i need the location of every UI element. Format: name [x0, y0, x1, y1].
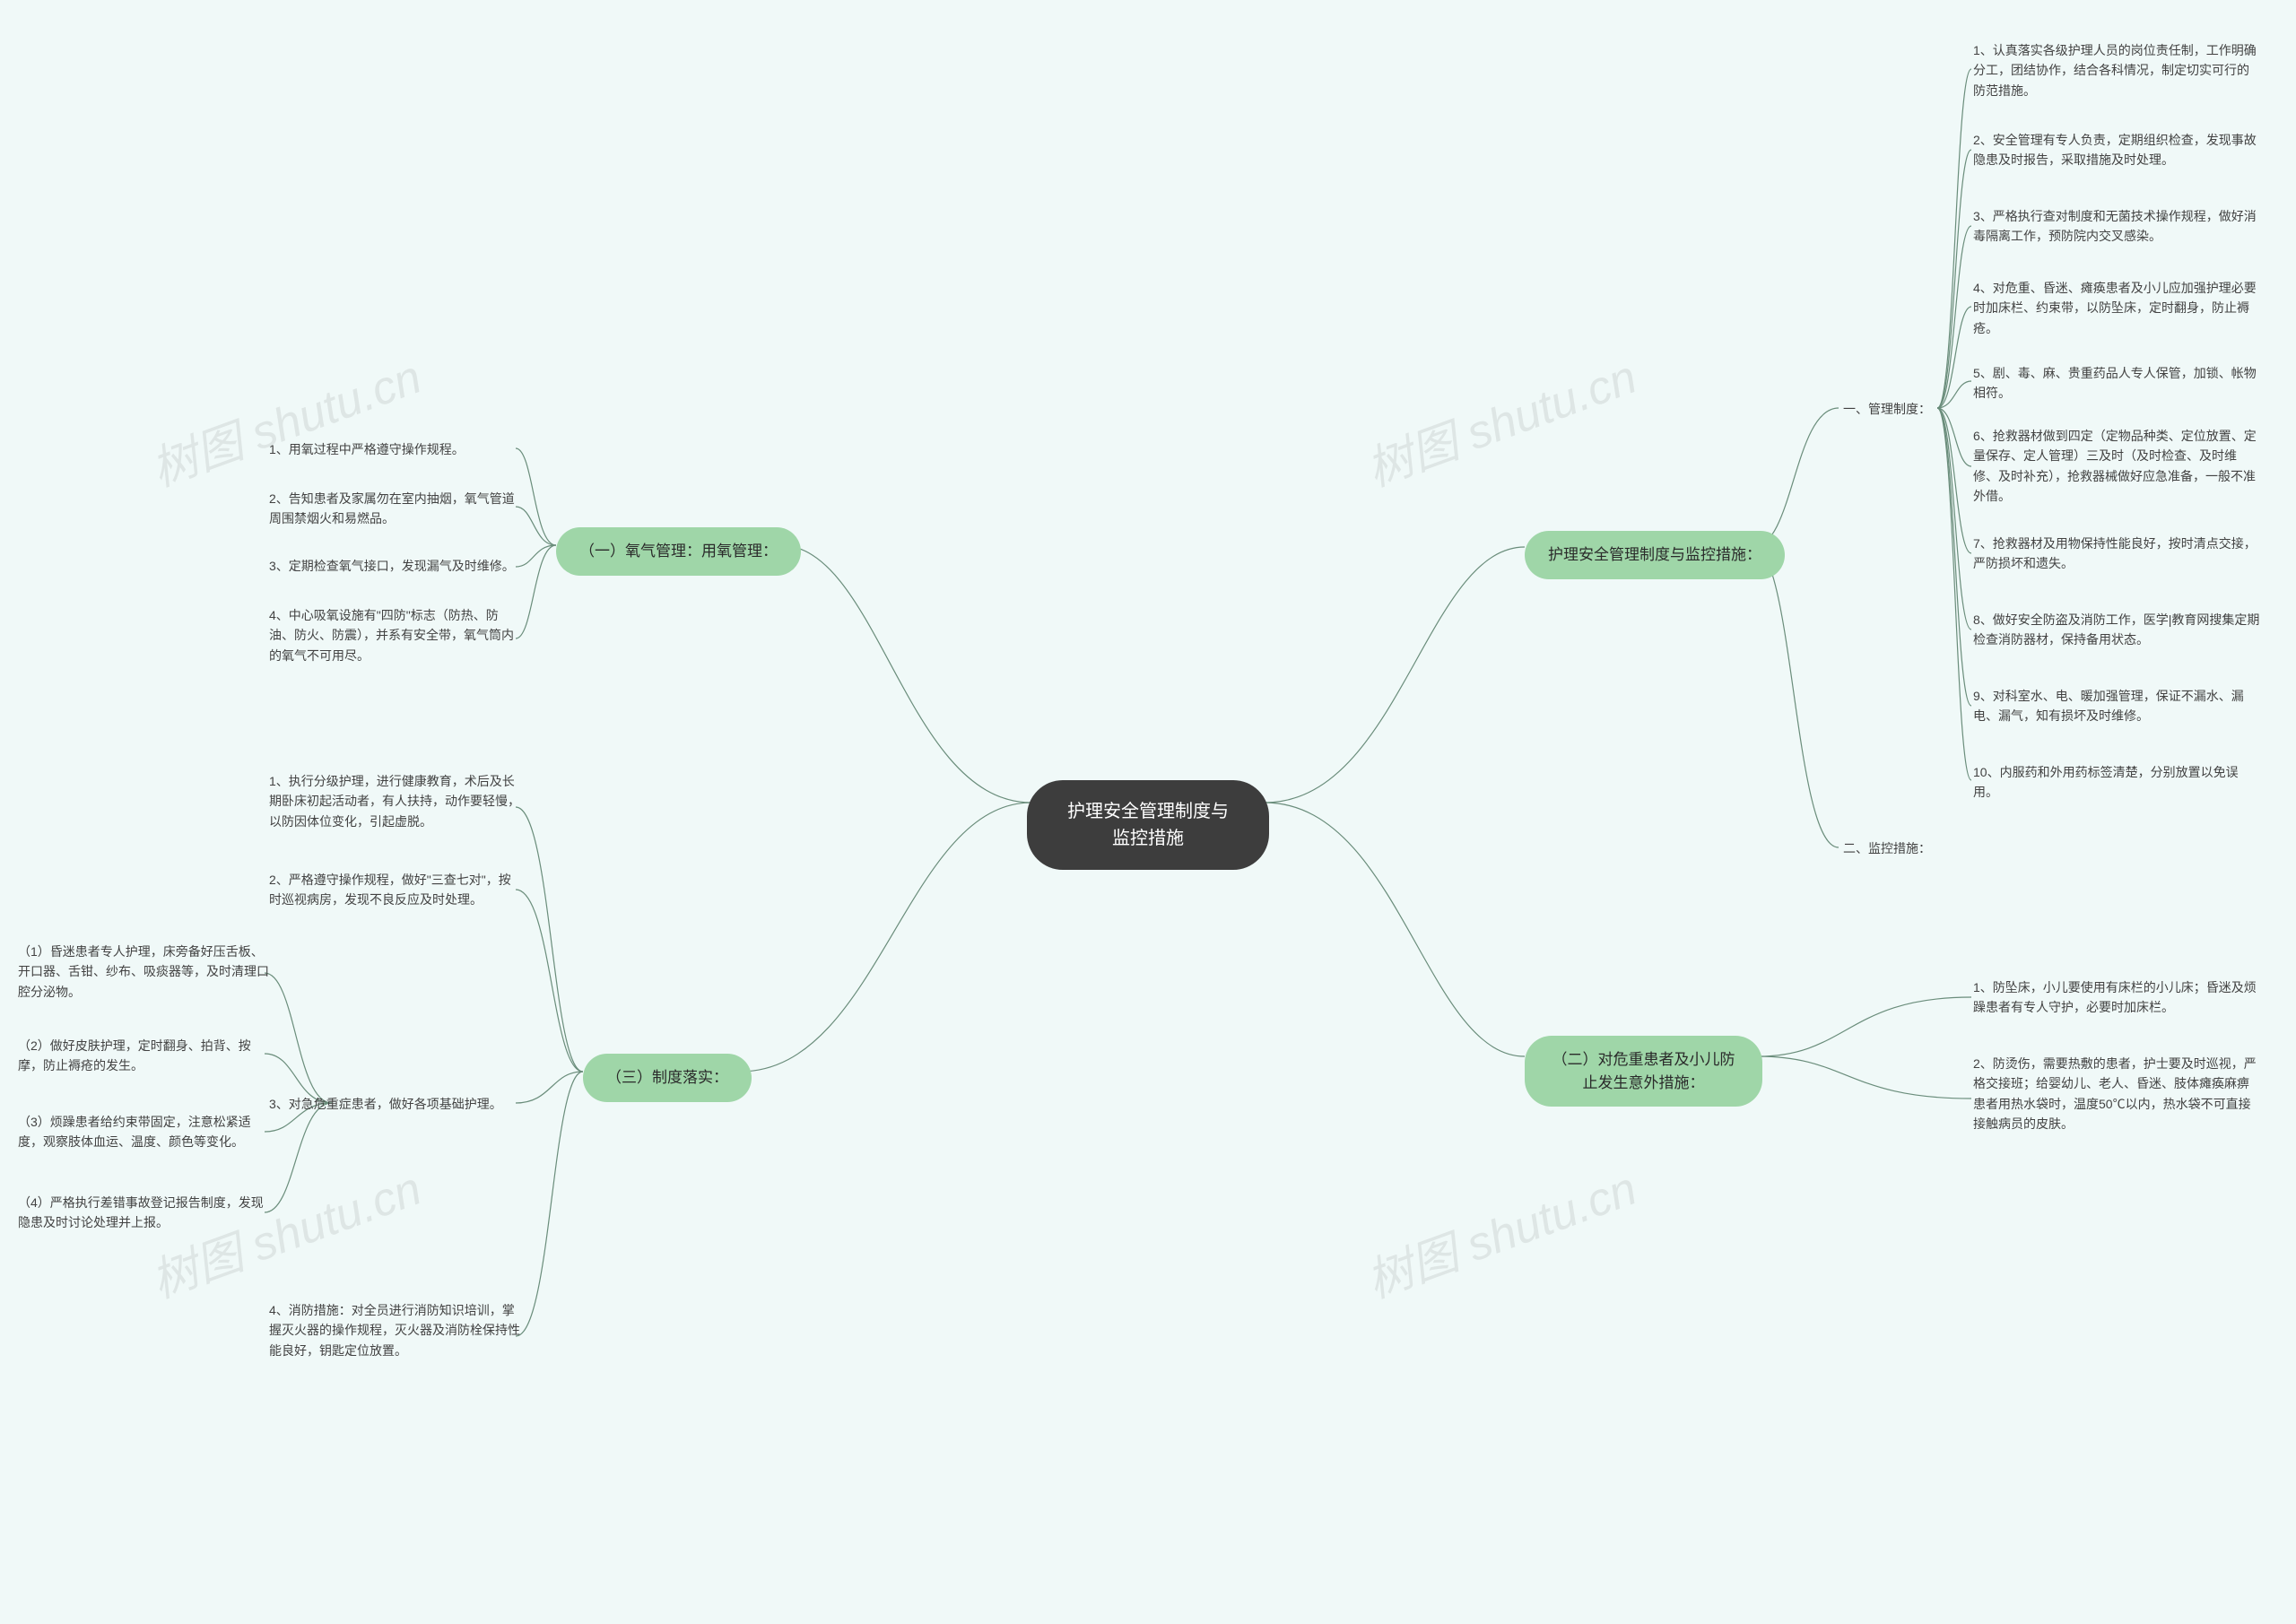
leaf-r2-2: 2、防烫伤，需要热敷的患者，护士要及时巡视，严格交接班；给婴幼儿、老人、昏迷、肢… — [1973, 1054, 2260, 1134]
leaf-l1-4: 4、中心吸氧设施有"四防"标志（防热、防油、防火、防震），并系有安全带，氧气筒内… — [269, 605, 520, 665]
leaf-l2-3-1: （1）昏迷患者专人护理，床旁备好压舌板、开口器、舌钳、纱布、吸痰器等，及时清理口… — [18, 942, 269, 1002]
leaf-r2-1: 1、防坠床，小儿要使用有床栏的小儿床；昏迷及烦躁患者有专人守护，必要时加床栏。 — [1973, 977, 2260, 1018]
leaf-r1-8: 8、做好安全防盗及消防工作，医学|教育网搜集定期检查消防器材，保持备用状态。 — [1973, 610, 2260, 650]
leaf-r1-1: 1、认真落实各级护理人员的岗位责任制，工作明确分工，团结协作，结合各科情况，制定… — [1973, 40, 2260, 100]
leaf-l1-3: 3、定期检查氧气接口，发现漏气及时维修。 — [269, 556, 515, 576]
leaf-l2-3-3: （3）烦躁患者给约束带固定，注意松紧适度，观察肢体血运、温度、颜色等变化。 — [18, 1112, 269, 1152]
leaf-text: 2、防烫伤，需要热敷的患者，护士要及时巡视，严格交接班；给婴幼儿、老人、昏迷、肢… — [1973, 1054, 2260, 1134]
leaf-text: 8、做好安全防盗及消防工作，医学|教育网搜集定期检查消防器材，保持备用状态。 — [1973, 610, 2260, 650]
mid-label-text: 一、管理制度： — [1843, 399, 1931, 419]
leaf-text: 3、定期检查氧气接口，发现漏气及时维修。 — [269, 556, 515, 576]
leaf-l2-3-4: （4）严格执行差错事故登记报告制度，发现隐患及时讨论处理并上报。 — [18, 1193, 269, 1233]
branch-label: 护理安全管理制度与监控措施： — [1548, 543, 1761, 567]
branch-right-1: 护理安全管理制度与监控措施： — [1525, 531, 1785, 579]
leaf-text: 6、抢救器材做到四定（定物品种类、定位放置、定量保存、定人管理）三及时（及时检查… — [1973, 426, 2260, 507]
mindmap-root: 护理安全管理制度与监控措施 — [1027, 780, 1269, 870]
branch-left-1: （一）氧气管理：用氧管理： — [556, 527, 801, 576]
leaf-r1-5: 5、剧、毒、麻、贵重药品人专人保管，加锁、帐物相符。 — [1973, 363, 2260, 404]
watermark: 树图 shutu.cn — [1356, 1151, 1645, 1310]
leaf-text: 2、严格遵守操作规程，做好"三查七对"，按时巡视病房，发现不良反应及时处理。 — [269, 870, 520, 910]
leaf-text: （4）严格执行差错事故登记报告制度，发现隐患及时讨论处理并上报。 — [18, 1193, 269, 1233]
leaf-l1-2: 2、告知患者及家属勿在室内抽烟，氧气管道周围禁烟火和易燃品。 — [269, 489, 520, 529]
leaf-text: 1、用氧过程中严格遵守操作规程。 — [269, 439, 465, 459]
leaf-text: 1、防坠床，小儿要使用有床栏的小儿床；昏迷及烦躁患者有专人守护，必要时加床栏。 — [1973, 977, 2260, 1018]
leaf-text: （3）烦躁患者给约束带固定，注意松紧适度，观察肢体血运、温度、颜色等变化。 — [18, 1112, 269, 1152]
branch-label: （二）对危重患者及小儿防止发生意外措施： — [1548, 1048, 1739, 1094]
leaf-r1-3: 3、严格执行查对制度和无菌技术操作规程，做好消毒隔离工作，预防院内交叉感染。 — [1973, 206, 2260, 247]
leaf-text: 1、执行分级护理，进行健康教育，术后及长期卧床初起活动者，有人扶持，动作要轻慢，… — [269, 771, 520, 831]
mid-label-text: 二、监控措施： — [1843, 838, 1931, 858]
leaf-l2-3: 3、对急危重症患者，做好各项基础护理。 — [269, 1094, 502, 1114]
leaf-text: 2、告知患者及家属勿在室内抽烟，氧气管道周围禁烟火和易燃品。 — [269, 489, 520, 529]
branch-left-2: （三）制度落实： — [583, 1054, 752, 1102]
leaf-l2-3-2: （2）做好皮肤护理，定时翻身、拍背、按摩，防止褥疮的发生。 — [18, 1036, 269, 1076]
leaf-r1-10: 10、内服药和外用药标签清楚，分别放置以免误用。 — [1973, 762, 2260, 803]
mid-label-mgmt: 一、管理制度： — [1843, 399, 1931, 419]
leaf-r1-9: 9、对科室水、电、暖加强管理，保证不漏水、漏电、漏气，知有损坏及时维修。 — [1973, 686, 2260, 726]
leaf-text: （1）昏迷患者专人护理，床旁备好压舌板、开口器、舌钳、纱布、吸痰器等，及时清理口… — [18, 942, 269, 1002]
leaf-text: 9、对科室水、电、暖加强管理，保证不漏水、漏电、漏气，知有损坏及时维修。 — [1973, 686, 2260, 726]
watermark: 树图 shutu.cn — [1356, 339, 1645, 499]
branch-right-2: （二）对危重患者及小儿防止发生意外措施： — [1525, 1036, 1762, 1107]
leaf-text: 10、内服药和外用药标签清楚，分别放置以免误用。 — [1973, 762, 2260, 803]
leaf-l1-1: 1、用氧过程中严格遵守操作规程。 — [269, 439, 465, 459]
leaf-text: 1、认真落实各级护理人员的岗位责任制，工作明确分工，团结协作，结合各科情况，制定… — [1973, 40, 2260, 100]
leaf-r1-6: 6、抢救器材做到四定（定物品种类、定位放置、定量保存、定人管理）三及时（及时检查… — [1973, 426, 2260, 507]
leaf-r1-7: 7、抢救器材及用物保持性能良好，按时清点交接，严防损坏和遗失。 — [1973, 534, 2260, 574]
leaf-l2-4: 4、消防措施：对全员进行消防知识培训，掌握灭火器的操作规程，灭火器及消防栓保持性… — [269, 1300, 520, 1360]
mid-label-monitor: 二、监控措施： — [1843, 838, 1931, 858]
watermark: 树图 shutu.cn — [141, 339, 430, 499]
leaf-text: 4、对危重、昏迷、瘫痪患者及小儿应加强护理必要时加床栏、约束带，以防坠床，定时翻… — [1973, 278, 2260, 338]
root-label: 护理安全管理制度与监控措施 — [1059, 798, 1237, 852]
leaf-text: 5、剧、毒、麻、贵重药品人专人保管，加锁、帐物相符。 — [1973, 363, 2260, 404]
leaf-text: （2）做好皮肤护理，定时翻身、拍背、按摩，防止褥疮的发生。 — [18, 1036, 269, 1076]
leaf-text: 3、严格执行查对制度和无菌技术操作规程，做好消毒隔离工作，预防院内交叉感染。 — [1973, 206, 2260, 247]
leaf-r1-2: 2、安全管理有专人负责，定期组织检查，发现事故隐患及时报告，采取措施及时处理。 — [1973, 130, 2260, 170]
leaf-text: 4、消防措施：对全员进行消防知识培训，掌握灭火器的操作规程，灭火器及消防栓保持性… — [269, 1300, 520, 1360]
leaf-text: 4、中心吸氧设施有"四防"标志（防热、防油、防火、防震），并系有安全带，氧气筒内… — [269, 605, 520, 665]
leaf-text: 2、安全管理有专人负责，定期组织检查，发现事故隐患及时报告，采取措施及时处理。 — [1973, 130, 2260, 170]
leaf-r1-4: 4、对危重、昏迷、瘫痪患者及小儿应加强护理必要时加床栏、约束带，以防坠床，定时翻… — [1973, 278, 2260, 338]
leaf-text: 3、对急危重症患者，做好各项基础护理。 — [269, 1094, 502, 1114]
leaf-text: 7、抢救器材及用物保持性能良好，按时清点交接，严防损坏和遗失。 — [1973, 534, 2260, 574]
leaf-l2-2: 2、严格遵守操作规程，做好"三查七对"，按时巡视病房，发现不良反应及时处理。 — [269, 870, 520, 910]
branch-label: （一）氧气管理：用氧管理： — [579, 540, 778, 563]
leaf-l2-1: 1、执行分级护理，进行健康教育，术后及长期卧床初起活动者，有人扶持，动作要轻慢，… — [269, 771, 520, 831]
branch-label: （三）制度落实： — [606, 1066, 728, 1090]
